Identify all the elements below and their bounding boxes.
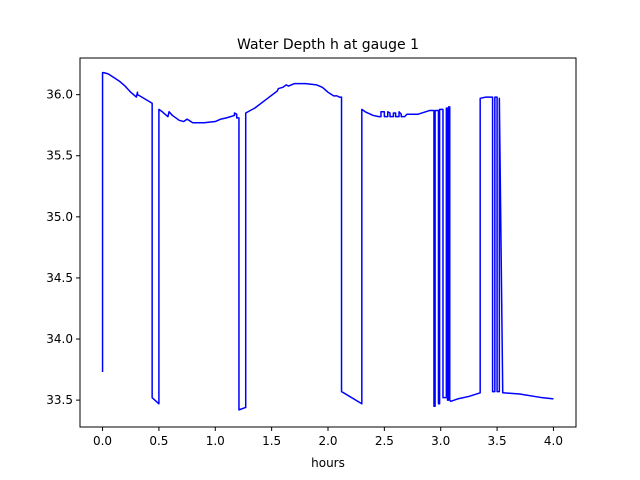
plot-area <box>101 71 554 411</box>
x-tick-label: 2.5 <box>375 434 394 448</box>
y-tick-label: 35.5 <box>46 149 73 163</box>
chart-title: Water Depth h at gauge 1 <box>237 37 419 53</box>
y-tick-label: 34.0 <box>46 332 73 346</box>
x-tick-label: 1.5 <box>262 434 281 448</box>
y-tick-label: 35.0 <box>46 210 73 224</box>
x-tick-label: 2.0 <box>318 434 337 448</box>
y-tick-label: 36.0 <box>46 88 73 102</box>
y-axis: 33.5 34.0 34.5 35.0 35.5 36.0 <box>46 88 80 407</box>
x-tick-label: 4.0 <box>544 434 563 448</box>
x-tick-label: 3.5 <box>488 434 507 448</box>
y-tick-label: 34.5 <box>46 271 73 285</box>
x-tick-label: 0.5 <box>149 434 168 448</box>
y-tick-label: 33.5 <box>46 393 73 407</box>
x-axis: 0.0 0.5 1.0 1.5 2.0 2.5 3.0 3.5 4.0 <box>93 427 563 448</box>
x-tick-label: 0.0 <box>93 434 112 448</box>
series-line-1 <box>101 71 554 411</box>
x-tick-label: 3.0 <box>431 434 450 448</box>
plot-frame <box>79 57 577 428</box>
x-tick-label: 1.0 <box>206 434 225 448</box>
x-axis-label: hours <box>311 456 345 470</box>
